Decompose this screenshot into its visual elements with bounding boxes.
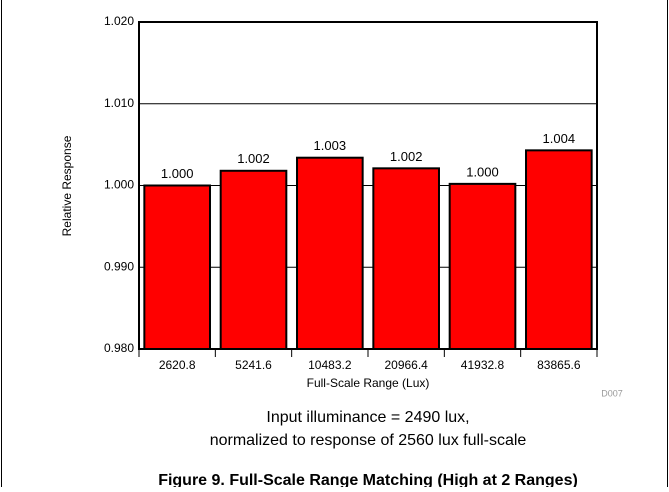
y-tick-label: 1.020 — [104, 14, 134, 28]
data-label: 1.003 — [314, 138, 347, 153]
bar — [296, 156, 364, 350]
x-tick-label: 10483.2 — [308, 358, 352, 372]
plot-border — [138, 21, 598, 350]
data-label: 1.002 — [390, 149, 423, 164]
y-tick-label: 1.010 — [104, 96, 134, 110]
data-label: 1.000 — [161, 166, 194, 181]
figure-code: D007 — [601, 388, 623, 398]
annotation: normalized to response of 2560 lux full-… — [210, 432, 527, 449]
bar — [448, 182, 517, 350]
y-tick-label: 1.000 — [104, 178, 134, 192]
x-axis-label: Full-Scale Range (Lux) — [307, 376, 430, 390]
y-tick-label: 0.980 — [104, 341, 134, 355]
caption: Figure 9. Full-Scale Range Matching (Hig… — [158, 472, 578, 487]
bar — [372, 167, 440, 350]
x-tick-label: 2620.8 — [159, 358, 196, 372]
data-label: 1.000 — [466, 164, 499, 179]
y-tick-label: 0.990 — [104, 259, 134, 273]
data-label: 1.002 — [237, 151, 270, 166]
bar — [525, 149, 593, 350]
x-tick-label: 83865.6 — [537, 358, 581, 372]
y-axis-label: Relative Response — [60, 135, 74, 236]
annotation: Input illuminance = 2490 lux, — [266, 409, 469, 426]
bar — [219, 169, 288, 350]
bar — [143, 184, 211, 350]
data-label: 1.004 — [543, 131, 576, 146]
x-tick-label: 5241.6 — [235, 358, 272, 372]
x-tick-label: 41932.8 — [461, 358, 505, 372]
x-tick-label: 20966.4 — [384, 358, 428, 372]
